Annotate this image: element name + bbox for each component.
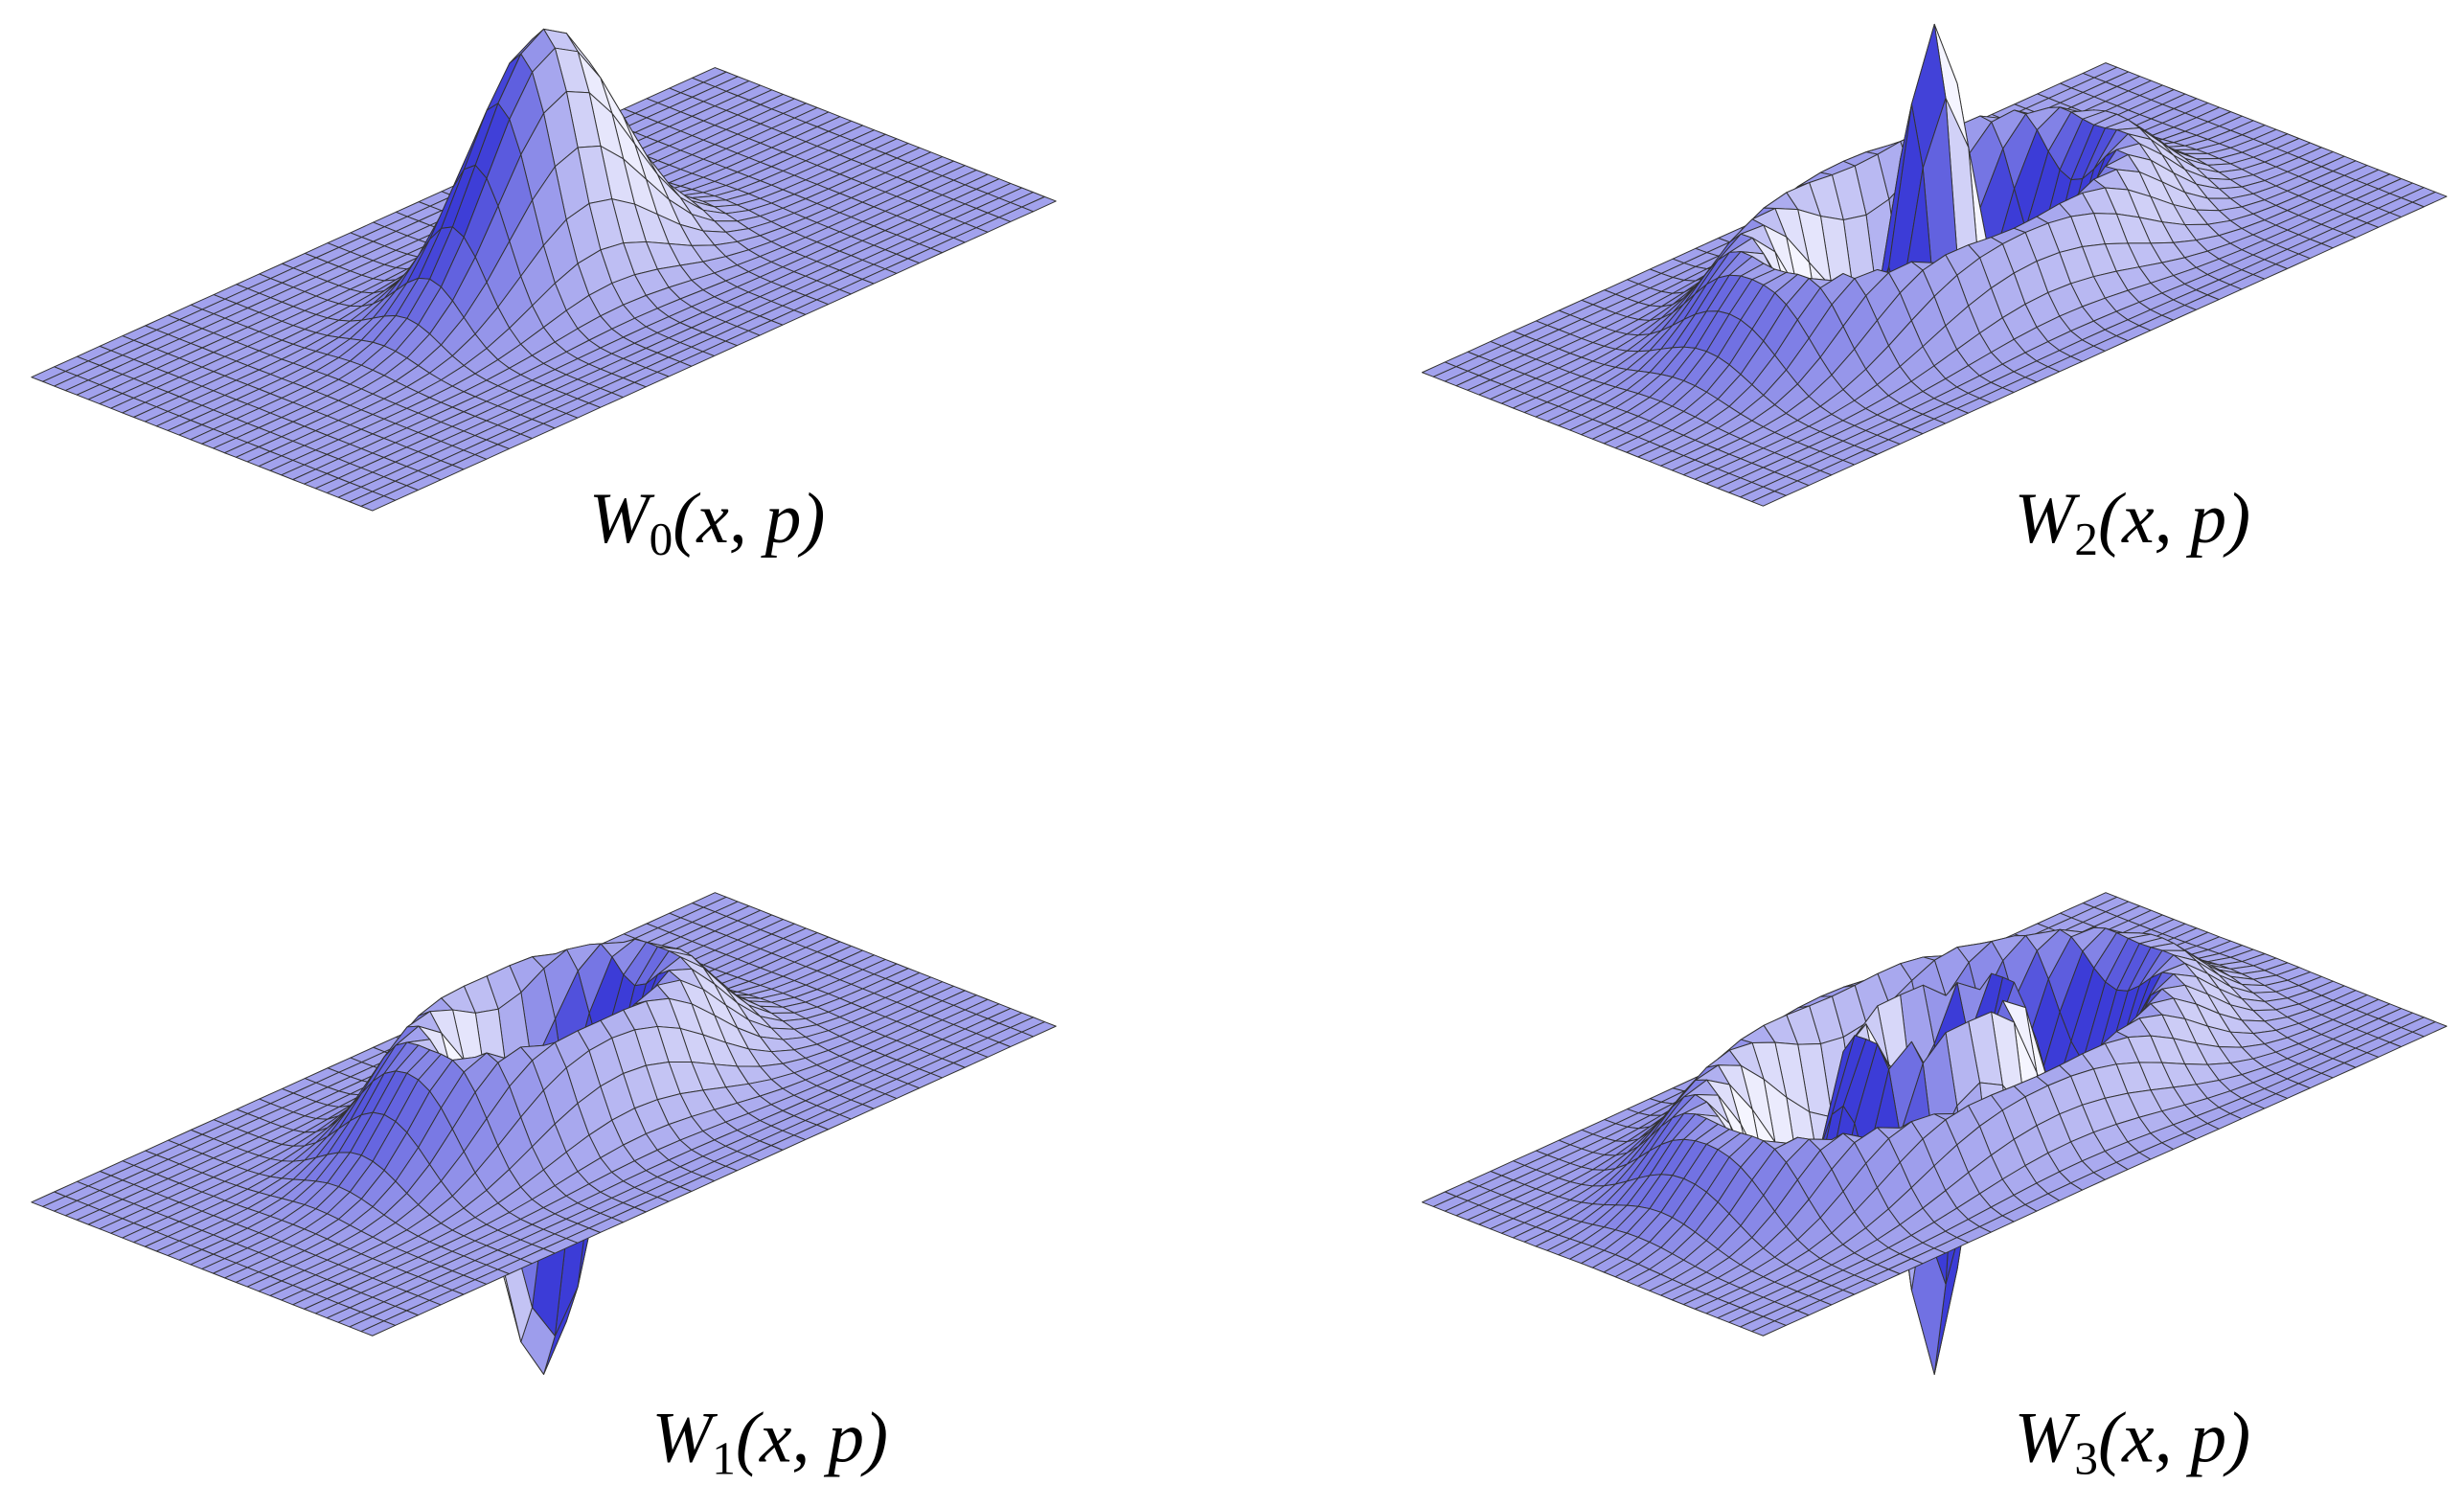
label-args: (x, p): [2098, 479, 2250, 559]
figure-content: W0(x, p) W2(x, p) W1(x, p) W3(x, p): [31, 23, 2448, 1485]
label-symbol: W: [651, 1398, 718, 1477]
label-args: (x, p): [736, 1398, 888, 1477]
surface: [1421, 23, 2448, 507]
surface: [31, 28, 1057, 512]
label-symbol: W: [2015, 1398, 2081, 1477]
label-symbol: W: [2015, 479, 2081, 559]
label-subscript: 1: [712, 1432, 736, 1485]
panel-label: W3(x, p): [2015, 1398, 2251, 1484]
label-subscript: 3: [2074, 1432, 2098, 1485]
surface-patch: [1751, 491, 1787, 507]
label-args: (x, p): [2098, 1398, 2250, 1477]
surface-patch: [360, 495, 397, 512]
surface: [1421, 892, 2448, 1375]
label-args: (x, p): [673, 479, 825, 559]
surface-patch: [360, 1320, 397, 1337]
label-subscript: 0: [650, 513, 673, 565]
surfaces: [31, 23, 2448, 1375]
panel-label: W0(x, p): [589, 479, 826, 565]
label-subscript: 2: [2074, 513, 2098, 565]
label-symbol: W: [589, 479, 655, 559]
surface-patch: [1751, 1320, 1787, 1337]
surface: [31, 892, 1057, 1375]
panel-label: W1(x, p): [651, 1398, 888, 1484]
panel-label: W2(x, p): [2015, 479, 2251, 565]
